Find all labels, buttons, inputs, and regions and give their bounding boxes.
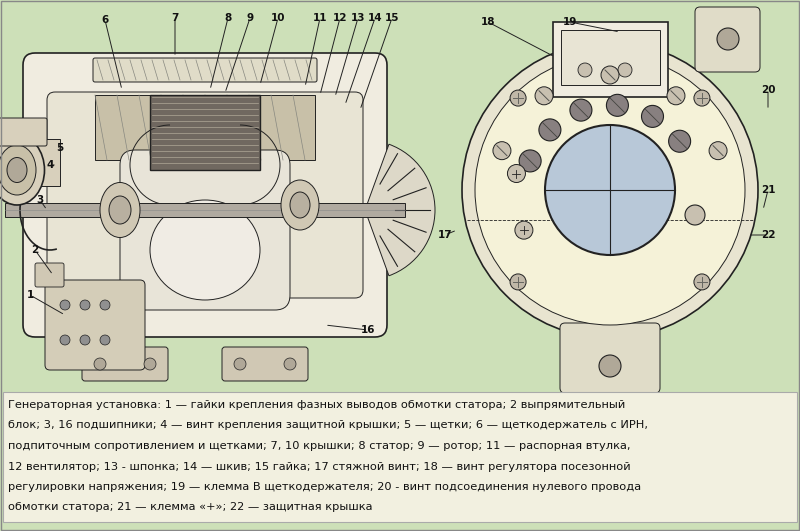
Ellipse shape	[669, 130, 690, 152]
FancyBboxPatch shape	[560, 323, 660, 393]
Ellipse shape	[667, 87, 685, 105]
Ellipse shape	[570, 99, 592, 121]
Ellipse shape	[709, 142, 727, 160]
Text: 22: 22	[761, 230, 775, 240]
Ellipse shape	[60, 335, 70, 345]
Ellipse shape	[109, 196, 131, 224]
Text: 7: 7	[171, 13, 178, 23]
Ellipse shape	[284, 358, 296, 370]
FancyBboxPatch shape	[3, 392, 797, 522]
Ellipse shape	[281, 180, 319, 230]
Ellipse shape	[618, 63, 632, 77]
Ellipse shape	[462, 42, 758, 338]
Ellipse shape	[493, 142, 511, 160]
Text: 11: 11	[313, 13, 327, 23]
Text: 13: 13	[350, 13, 366, 23]
Text: 16: 16	[361, 325, 375, 335]
Ellipse shape	[519, 150, 541, 172]
Text: 12: 12	[333, 13, 347, 23]
Ellipse shape	[100, 335, 110, 345]
Ellipse shape	[150, 200, 260, 300]
Ellipse shape	[535, 87, 553, 105]
Ellipse shape	[0, 145, 36, 195]
Text: 12 вентилятор; 13 - шпонка; 14 — шкив; 15 гайка; 17 стяжной винт; 18 — винт регу: 12 вентилятор; 13 - шпонка; 14 — шкив; 1…	[8, 461, 630, 472]
Text: 4: 4	[46, 160, 54, 170]
Ellipse shape	[0, 135, 45, 205]
Text: 8: 8	[224, 13, 232, 23]
Text: 5: 5	[56, 143, 64, 153]
FancyBboxPatch shape	[47, 92, 363, 298]
Ellipse shape	[694, 90, 710, 106]
Ellipse shape	[80, 335, 90, 345]
FancyBboxPatch shape	[0, 118, 47, 146]
FancyBboxPatch shape	[82, 347, 168, 381]
Ellipse shape	[510, 90, 526, 106]
FancyBboxPatch shape	[35, 263, 64, 287]
FancyBboxPatch shape	[150, 95, 260, 170]
Wedge shape	[365, 144, 435, 276]
Text: подпиточным сопротивлением и щетками; 7, 10 крышки; 8 статор; 9 — ротор; 11 — ра: подпиточным сопротивлением и щетками; 7,…	[8, 441, 630, 451]
Ellipse shape	[601, 66, 619, 84]
Text: 3: 3	[36, 195, 44, 205]
FancyBboxPatch shape	[93, 58, 317, 82]
Ellipse shape	[510, 274, 526, 290]
FancyBboxPatch shape	[120, 150, 290, 310]
Ellipse shape	[94, 358, 106, 370]
FancyBboxPatch shape	[23, 53, 387, 337]
Text: 20: 20	[761, 85, 775, 95]
Ellipse shape	[7, 158, 27, 183]
Text: 21: 21	[761, 185, 775, 195]
Ellipse shape	[539, 119, 561, 141]
Text: блок; 3, 16 подшипники; 4 — винт крепления защитной крышки; 5 — щетки; 6 — щетко: блок; 3, 16 подшипники; 4 — винт креплен…	[8, 421, 648, 431]
Text: 14: 14	[368, 13, 382, 23]
Ellipse shape	[100, 300, 110, 310]
Ellipse shape	[599, 355, 621, 377]
Ellipse shape	[578, 63, 592, 77]
Text: 6: 6	[102, 15, 109, 25]
Text: 18: 18	[481, 17, 495, 27]
Text: 19: 19	[563, 17, 577, 27]
FancyBboxPatch shape	[222, 347, 308, 381]
FancyBboxPatch shape	[553, 22, 668, 97]
Ellipse shape	[475, 55, 745, 325]
FancyBboxPatch shape	[95, 95, 315, 160]
FancyBboxPatch shape	[561, 30, 660, 85]
Ellipse shape	[80, 300, 90, 310]
FancyBboxPatch shape	[695, 7, 760, 72]
Ellipse shape	[515, 221, 533, 239]
Ellipse shape	[100, 183, 140, 237]
Ellipse shape	[545, 125, 675, 255]
Text: 9: 9	[246, 13, 254, 23]
Ellipse shape	[606, 95, 629, 116]
Ellipse shape	[717, 28, 739, 50]
Ellipse shape	[144, 358, 156, 370]
FancyBboxPatch shape	[45, 280, 145, 370]
Ellipse shape	[234, 358, 246, 370]
Ellipse shape	[694, 274, 710, 290]
Ellipse shape	[290, 192, 310, 218]
Ellipse shape	[507, 165, 526, 183]
FancyBboxPatch shape	[36, 139, 60, 186]
Text: 2: 2	[31, 245, 38, 255]
Text: 15: 15	[385, 13, 399, 23]
Ellipse shape	[60, 300, 70, 310]
Text: обмотки статора; 21 — клемма «+»; 22 — защитная крышка: обмотки статора; 21 — клемма «+»; 22 — з…	[8, 502, 373, 512]
Text: 1: 1	[26, 290, 34, 300]
Text: регулировки напряжения; 19 — клемма В щеткодержателя; 20 - винт подсоединения ну: регулировки напряжения; 19 — клемма В ще…	[8, 482, 641, 492]
Ellipse shape	[685, 205, 705, 225]
Text: Генераторная установка: 1 — гайки крепления фазных выводов обмотки статора; 2 вы: Генераторная установка: 1 — гайки крепле…	[8, 400, 626, 410]
Ellipse shape	[642, 105, 663, 127]
Text: 17: 17	[438, 230, 452, 240]
FancyBboxPatch shape	[5, 203, 405, 217]
Text: 10: 10	[270, 13, 286, 23]
